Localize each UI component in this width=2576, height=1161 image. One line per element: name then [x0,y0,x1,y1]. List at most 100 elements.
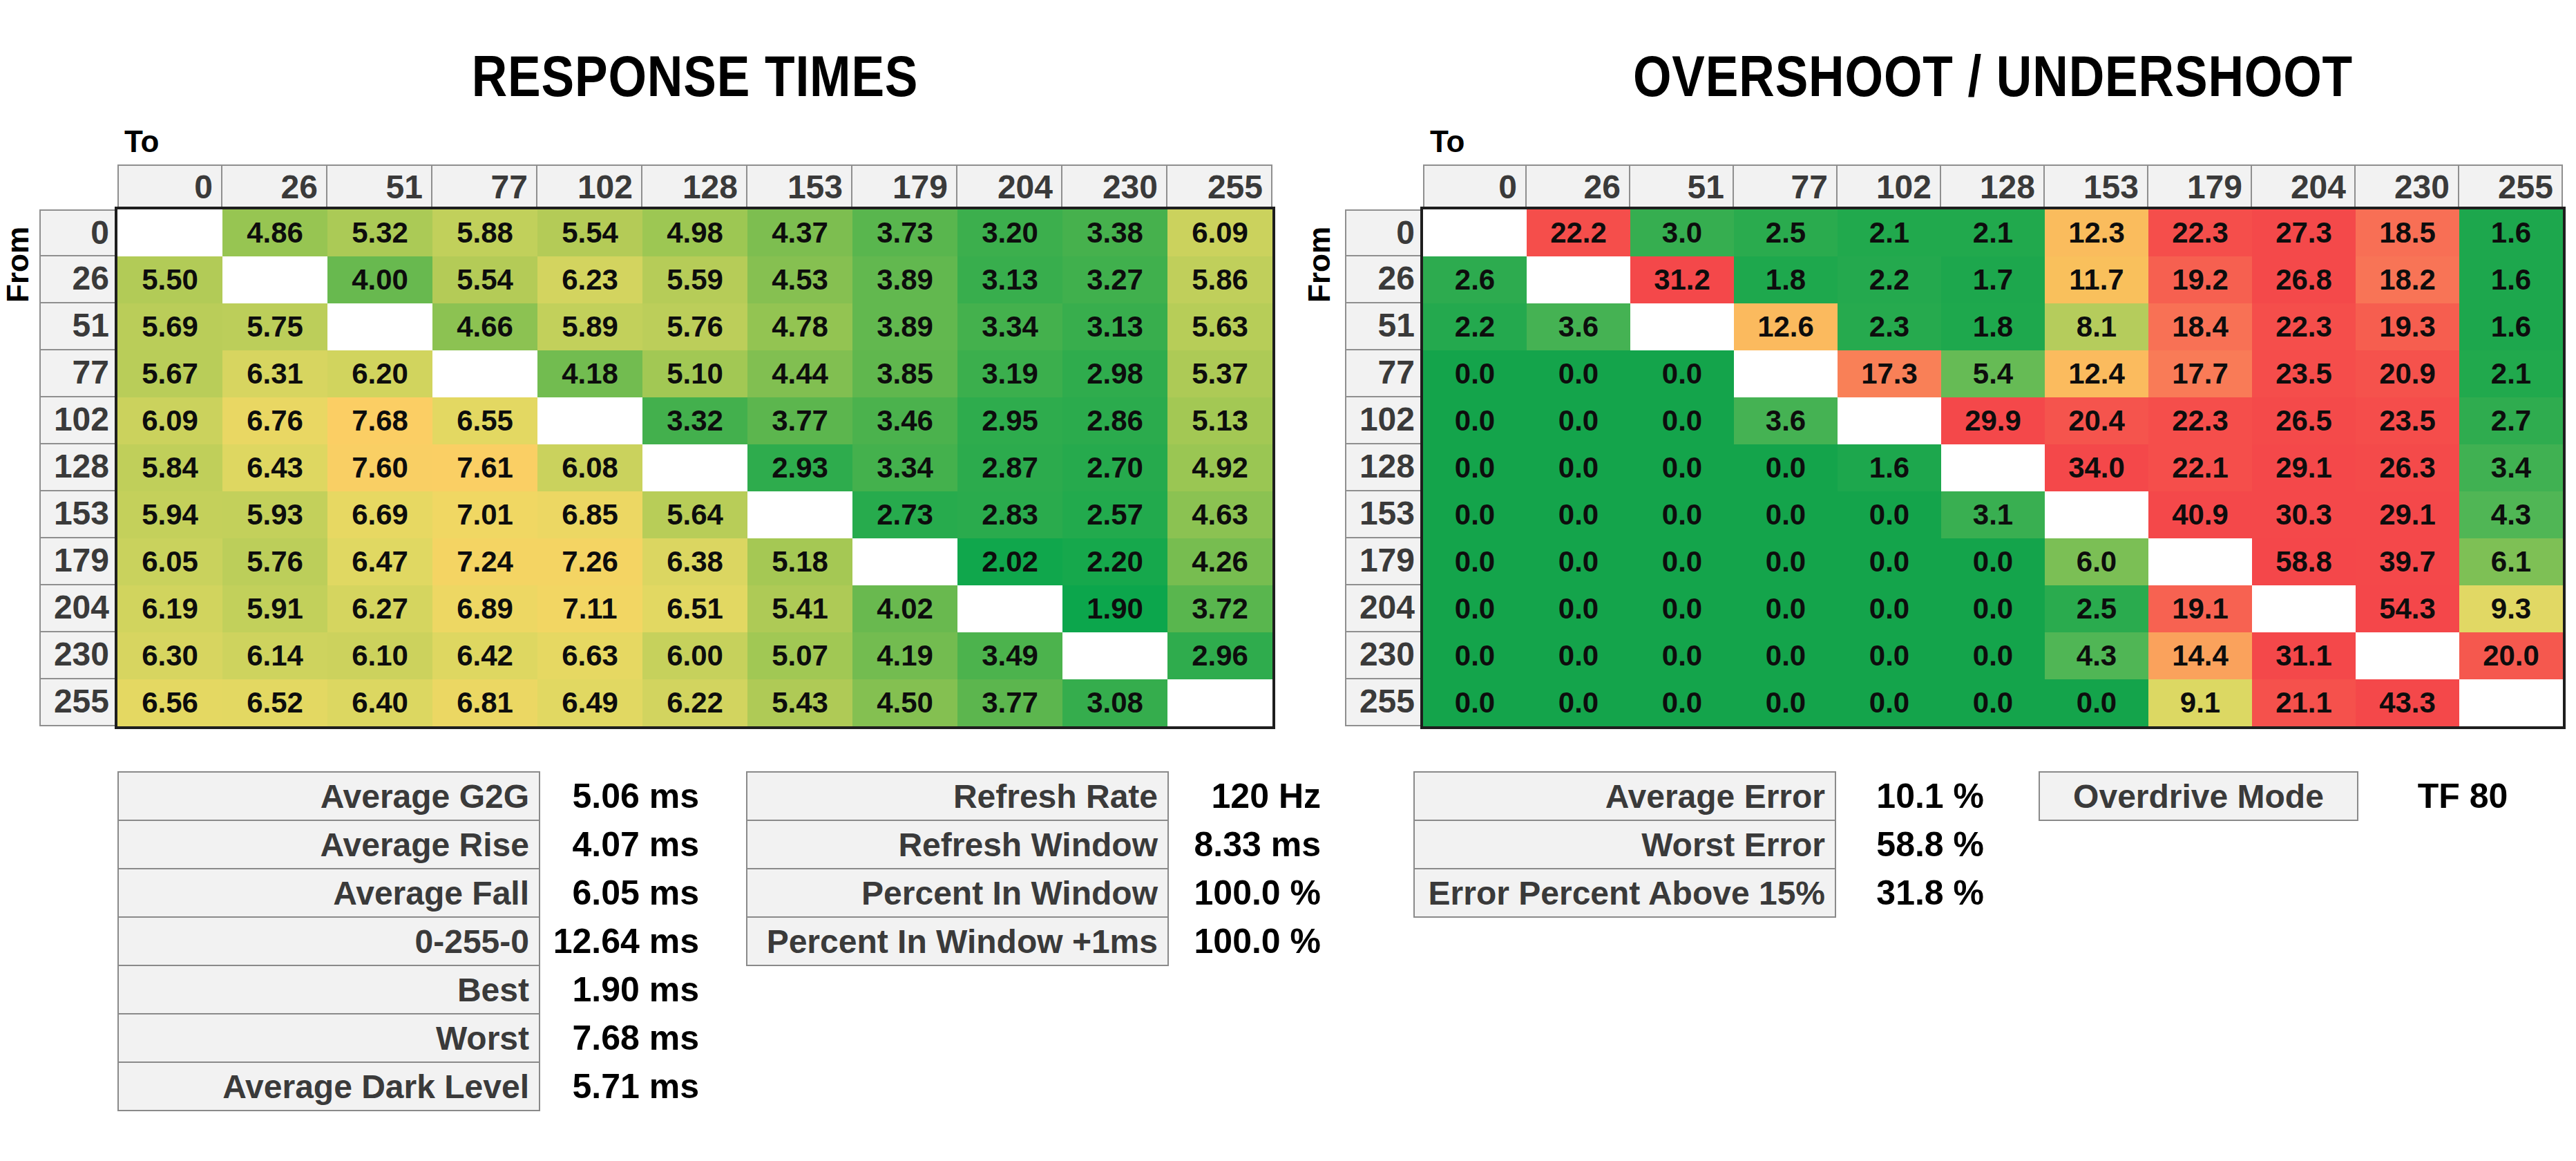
row-header: 0 [1345,209,1423,256]
heatmap-blank-cell [1734,350,1838,397]
heatmap-cell: 6.52 [222,679,327,726]
heatmap-cell: 6.51 [642,585,747,632]
heatmap-cell: 6.49 [537,679,642,726]
heatmap-cell: 27.3 [2252,209,2356,256]
stat-label: Average Error [1413,771,1836,821]
heatmap-cell: 6.76 [222,397,327,444]
heatmap-cell: 3.0 [1630,209,1734,256]
heatmap-cell: 7.26 [537,538,642,585]
heatmap-cell: 54.3 [2356,585,2459,632]
heatmap-cell: 0.0 [1527,397,1630,444]
heatmap-blank-cell [642,444,747,491]
row-header: 128 [1345,444,1423,491]
heatmap-cell: 22.1 [2148,444,2252,491]
heatmap-cell: 5.91 [222,585,327,632]
heatmap-cell: 18.2 [2356,256,2459,303]
heatmap-cell: 12.6 [1734,303,1838,350]
heatmap-cell: 3.4 [2459,444,2563,491]
heatmap-cell: 5.50 [117,256,222,303]
heatmap-cell: 0.0 [1423,538,1527,585]
heatmap-cell: 5.59 [642,256,747,303]
stat-label: Average Dark Level [117,1061,540,1111]
stat-label: Best [117,965,540,1014]
heatmap-cell: 30.3 [2252,491,2356,538]
heatmap-cell: 3.08 [1062,679,1167,726]
response-times-to-axis-label: To [124,124,160,159]
heatmap-cell: 6.20 [327,350,432,397]
column-header: 153 [747,164,852,209]
heatmap-cell: 3.6 [1734,397,1838,444]
heatmap-cell: 18.5 [2356,209,2459,256]
stat-label: Percent In Window +1ms [746,916,1169,966]
heatmap-cell: 5.76 [642,303,747,350]
heatmap-cell: 6.09 [117,397,222,444]
overshoot-to-axis-label: To [1430,124,1465,159]
heatmap-cell: 0.0 [1423,444,1527,491]
heatmap-cell: 5.67 [117,350,222,397]
heatmap-cell: 3.20 [957,209,1062,256]
heatmap-blank-cell [852,538,957,585]
heatmap-cell: 17.7 [2148,350,2252,397]
heatmap-cell: 0.0 [2045,679,2148,726]
heatmap-blank-cell [2045,491,2148,538]
heatmap-cell: 0.0 [1941,538,2045,585]
heatmap-cell: 4.78 [747,303,852,350]
heatmap-cell: 5.43 [747,679,852,726]
heatmap-cell: 3.34 [852,444,957,491]
stat-value: 5.71 ms [546,1061,699,1111]
heatmap-cell: 6.00 [642,632,747,679]
heatmap-cell: 0.0 [1423,491,1527,538]
heatmap-blank-cell [747,491,852,538]
heatmap-cell: 3.38 [1062,209,1167,256]
heatmap-cell: 1.6 [2459,303,2563,350]
heatmap-cell: 23.5 [2252,350,2356,397]
heatmap-cell: 7.68 [327,397,432,444]
response-times-title: RESPONSE TIMES [204,43,1185,110]
heatmap-cell: 26.3 [2356,444,2459,491]
row-header: 255 [1345,679,1423,726]
heatmap-cell: 3.46 [852,397,957,444]
heatmap-cell: 6.40 [327,679,432,726]
column-header: 102 [1838,164,1941,209]
column-header: 77 [432,164,537,209]
heatmap-cell: 6.47 [327,538,432,585]
column-header: 179 [2148,164,2252,209]
heatmap-cell: 0.0 [1630,538,1734,585]
heatmap-cell: 0.0 [1527,350,1630,397]
heatmap-cell: 0.0 [1527,444,1630,491]
heatmap-cell: 6.27 [327,585,432,632]
column-header: 26 [222,164,327,209]
heatmap-cell: 6.56 [117,679,222,726]
stat-label: 0-255-0 [117,916,540,966]
column-header: 77 [1734,164,1838,209]
heatmap-cell: 2.98 [1062,350,1167,397]
heatmap-cell: 1.6 [1838,444,1941,491]
heatmap-cell: 17.3 [1838,350,1941,397]
heatmap-cell: 31.2 [1630,256,1734,303]
heatmap-cell: 6.38 [642,538,747,585]
heatmap-cell: 5.4 [1941,350,2045,397]
row-header: 51 [1345,303,1423,350]
heatmap-blank-cell [537,397,642,444]
heatmap-cell: 29.1 [2252,444,2356,491]
heatmap-cell: 2.83 [957,491,1062,538]
heatmap-cell: 9.1 [2148,679,2252,726]
heatmap-cell: 6.85 [537,491,642,538]
heatmap-cell: 6.14 [222,632,327,679]
row-header: 26 [1345,256,1423,303]
heatmap-cell: 5.37 [1167,350,1272,397]
heatmap-cell: 6.55 [432,397,537,444]
heatmap-cell: 4.86 [222,209,327,256]
heatmap-blank-cell [1167,679,1272,726]
heatmap-cell: 4.50 [852,679,957,726]
heatmap-cell: 7.11 [537,585,642,632]
overshoot-heatmap: 22.23.02.52.12.112.322.327.318.51.62.631… [1420,207,2566,729]
stat-value: 31.8 % [1842,868,1984,918]
heatmap-blank-cell [1630,303,1734,350]
heatmap-cell: 0.0 [1423,585,1527,632]
row-header: 102 [1345,397,1423,444]
heatmap-cell: 20.0 [2459,632,2563,679]
heatmap-cell: 3.27 [1062,256,1167,303]
column-header: 153 [2045,164,2148,209]
heatmap-cell: 6.89 [432,585,537,632]
